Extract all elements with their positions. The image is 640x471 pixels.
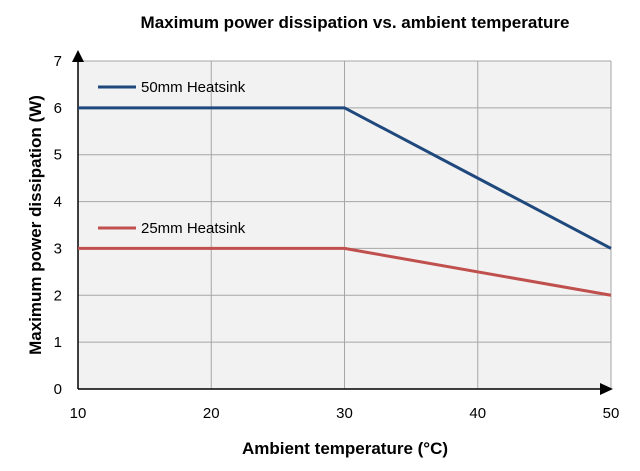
y-tick-label: 3 — [54, 240, 62, 257]
legend-label: 25mm Heatsink — [141, 220, 246, 237]
y-tick-label: 4 — [54, 194, 62, 211]
y-tick-label: 0 — [54, 381, 62, 398]
y-tick-labels: 0 1 2 3 4 5 6 7 — [54, 53, 62, 398]
y-axis-arrow-icon — [72, 50, 84, 62]
x-tick-labels: 10 20 30 40 50 — [70, 405, 620, 422]
y-tick-label: 1 — [54, 334, 62, 351]
series-line — [78, 246, 612, 297]
legend: 50mm Heatsink 25mm Heatsink — [98, 79, 246, 237]
y-tick-label: 7 — [54, 53, 62, 70]
series-lines — [78, 106, 612, 297]
y-axis-label: Maximum power dissipation (W) — [26, 95, 45, 355]
y-tick-label: 2 — [54, 287, 62, 304]
x-axis-label: Ambient temperature (°C) — [242, 439, 448, 458]
y-tick-label: 6 — [54, 100, 62, 117]
x-tick-label: 30 — [336, 405, 353, 422]
x-tick-label: 40 — [469, 405, 486, 422]
x-tick-label: 20 — [203, 405, 220, 422]
legend-label: 50mm Heatsink — [141, 79, 246, 96]
x-tick-label: 10 — [70, 405, 87, 422]
y-tick-label: 5 — [54, 147, 62, 164]
x-tick-label: 50 — [603, 405, 620, 422]
x-axis-arrow-icon — [600, 383, 613, 395]
axes — [72, 50, 613, 395]
chart-title: Maximum power dissipation vs. ambient te… — [141, 13, 570, 32]
series-line — [78, 106, 612, 250]
